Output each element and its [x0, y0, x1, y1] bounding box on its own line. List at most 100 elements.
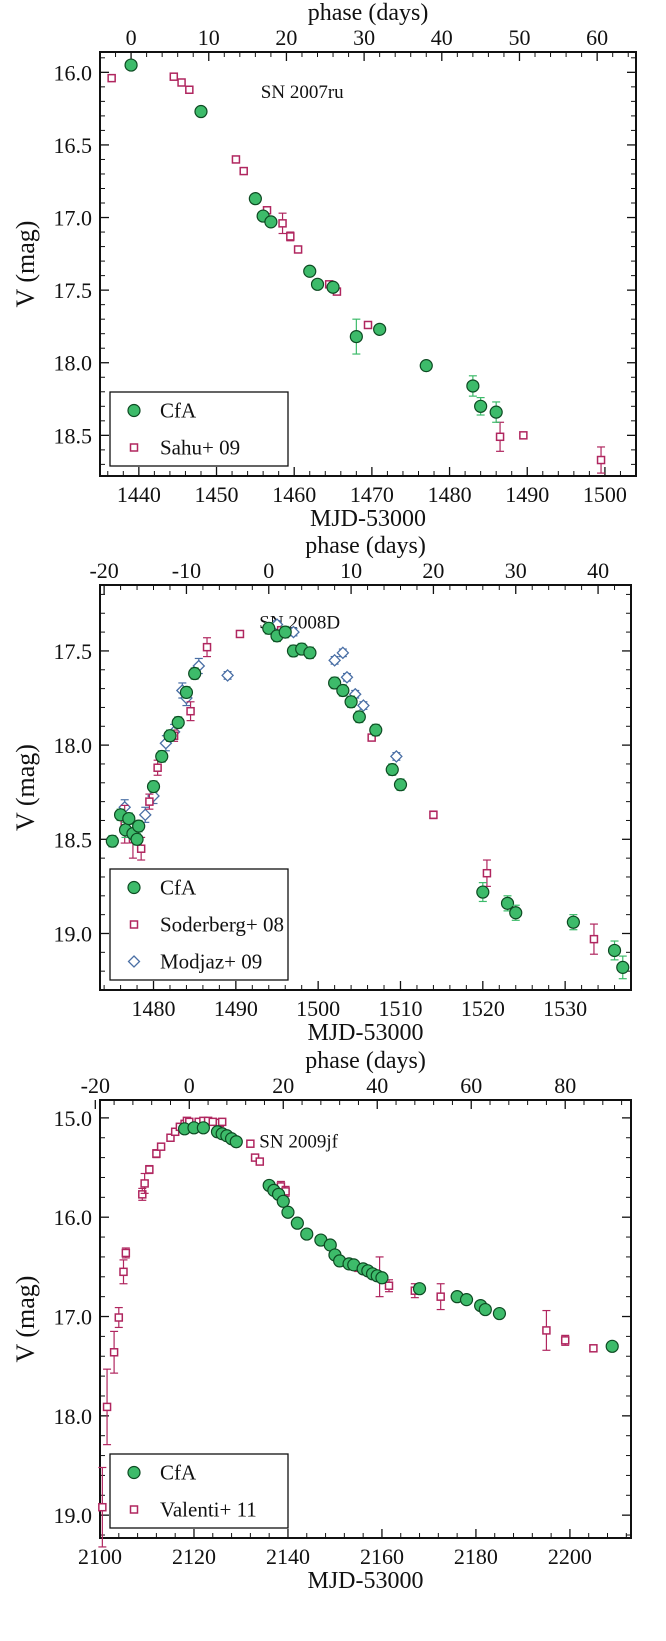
top-tick-label: 10	[198, 25, 220, 50]
top-tick-label: -20	[81, 1073, 110, 1098]
top-tick-label: 50	[508, 25, 530, 50]
data-point	[171, 715, 185, 730]
top-tick-label: -10	[172, 558, 201, 583]
data-point	[239, 166, 248, 176]
data-point	[476, 885, 490, 899]
x-tick-label: 1490	[214, 996, 258, 1021]
data-point	[589, 1344, 598, 1353]
data-point	[500, 896, 515, 910]
y-tick-label: 17.5	[54, 278, 93, 303]
data-point	[412, 1282, 427, 1296]
legend-marker	[129, 443, 139, 452]
x-tick-label: 1510	[378, 996, 422, 1021]
data-point	[248, 192, 262, 206]
data-point	[169, 72, 179, 81]
y-tick-label: 19.0	[54, 921, 93, 946]
panel-1: 1440 1450 1460 1470 1480 1490 1500 0 10 20 30 40 50 6…	[11, 0, 637, 532]
top-tick-label: 30	[353, 25, 375, 50]
x-tick-label: 1520	[461, 996, 505, 1021]
top-tick-label: 60	[586, 25, 608, 50]
data-point	[293, 245, 303, 254]
data-point	[436, 1292, 445, 1301]
data-point	[179, 685, 194, 699]
top-tick-label: 40	[587, 558, 609, 583]
data-point	[235, 629, 245, 639]
x-axis-label: MJD-53000	[310, 506, 426, 532]
legend-label: Sahu+ 09	[160, 436, 240, 460]
top-tick-label: 30	[505, 558, 527, 583]
data-point	[466, 379, 480, 393]
series-cfa	[124, 58, 503, 423]
x-tick-label: 1500	[296, 996, 340, 1021]
data-point	[328, 676, 342, 690]
panel-2: 1480 1490 1500 1510 1520 1530 -20 -10 0 10 20 30 40 1…	[11, 533, 632, 1046]
data-point	[375, 1271, 389, 1285]
panel-title: SN 2009jf	[259, 1132, 338, 1153]
top-tick-label: 20	[422, 558, 444, 583]
legend-marker	[129, 1505, 139, 1514]
data-point	[336, 683, 350, 698]
data-point	[373, 322, 387, 336]
data-point	[519, 431, 528, 440]
x-tick-label: 2200	[548, 1544, 592, 1569]
data-point	[566, 915, 580, 929]
top-tick-label: 0	[263, 558, 274, 583]
y-tick-label: 16.5	[54, 133, 93, 158]
data-point	[185, 85, 194, 95]
data-point	[489, 405, 503, 419]
x-tick-label: 1500	[583, 482, 627, 507]
plot-frame	[99, 584, 632, 991]
y-tick-label: 17.5	[54, 639, 93, 664]
data-point	[352, 710, 366, 724]
data-point	[136, 844, 146, 853]
y-tick-label: 17.0	[54, 206, 93, 231]
legend-box	[109, 391, 289, 467]
x-tick-label: 2160	[360, 1544, 404, 1569]
x-tick-label: 2120	[172, 1544, 216, 1569]
panel-title: SN 2007ru	[261, 82, 344, 103]
data-point	[138, 808, 152, 822]
data-point	[145, 1165, 154, 1174]
y-tick-label: 16.0	[54, 1205, 93, 1230]
data-point	[130, 832, 144, 846]
data-point	[186, 706, 195, 716]
data-point	[146, 779, 161, 794]
data-point	[419, 359, 433, 373]
data-point	[153, 763, 162, 772]
legend-marker	[127, 955, 141, 968]
data-point	[384, 1281, 394, 1290]
y-tick-label: 18.0	[54, 1404, 93, 1429]
data-point	[281, 1205, 295, 1219]
y-tick-label: 18.0	[54, 733, 93, 758]
data-point	[328, 653, 342, 667]
data-point	[385, 763, 399, 777]
legend-label: CfA	[160, 876, 197, 900]
data-point	[605, 1339, 619, 1353]
x-tick-label: 1530	[543, 996, 587, 1021]
data-point	[163, 729, 177, 743]
data-point	[98, 1502, 107, 1512]
data-point	[389, 749, 403, 763]
data-point	[286, 232, 295, 241]
data-point	[596, 455, 606, 465]
top-tick-label: 60	[460, 1073, 482, 1098]
data-point	[105, 834, 119, 848]
x-axis-label: MJD-53000	[307, 1020, 423, 1046]
legend-marker	[127, 403, 141, 418]
plot-frame	[99, 51, 637, 477]
panel-3: 2100 2120 2140 2160 2180 2200 -20 0 20 40 60 80 15.0…	[11, 1048, 632, 1594]
y-axis-label: V (mag)	[11, 221, 40, 308]
x-tick-label: 1470	[350, 482, 394, 507]
legend: CfA Soderberg+ 08 Modjaz+ 09	[109, 868, 289, 981]
data-point	[188, 666, 202, 681]
data-point	[196, 1121, 210, 1135]
data-point	[124, 58, 138, 72]
data-point	[393, 778, 408, 792]
data-point	[166, 1133, 175, 1142]
data-point	[278, 625, 292, 639]
data-point	[155, 749, 169, 764]
data-point	[121, 1248, 131, 1258]
data-point	[303, 646, 317, 660]
top-tick-label: 40	[431, 25, 453, 50]
